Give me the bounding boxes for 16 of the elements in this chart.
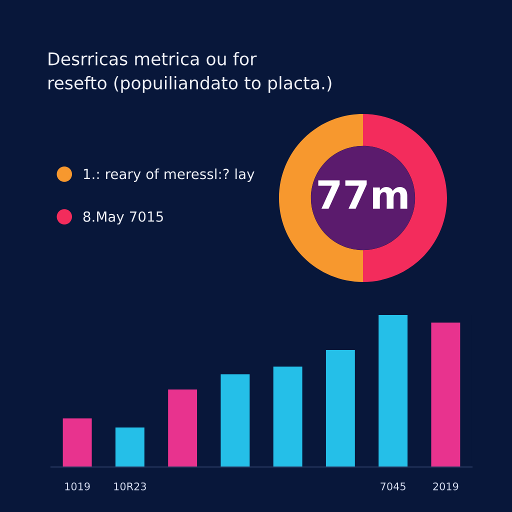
x-tick-label: 2019 [433,482,458,490]
bar [62,418,92,467]
legend-label: 8.May 7015 [83,211,163,225]
bar [431,322,460,467]
bar [326,350,355,467]
bar [378,315,408,467]
legend-label: 1.: reary of meressl:? lay [84,168,254,182]
x-tick-label: 1019 [65,482,90,490]
bar [273,366,302,467]
x-tick-label: 10R23 [114,482,146,490]
bar [168,389,198,467]
text: 77m [318,180,408,209]
x-tick-label: 7045 [380,482,406,490]
chart-title: Desrricas metrica ou for resefto (popuiliandato to placta.) [48,52,332,93]
bar [220,374,250,467]
bar [115,427,144,467]
